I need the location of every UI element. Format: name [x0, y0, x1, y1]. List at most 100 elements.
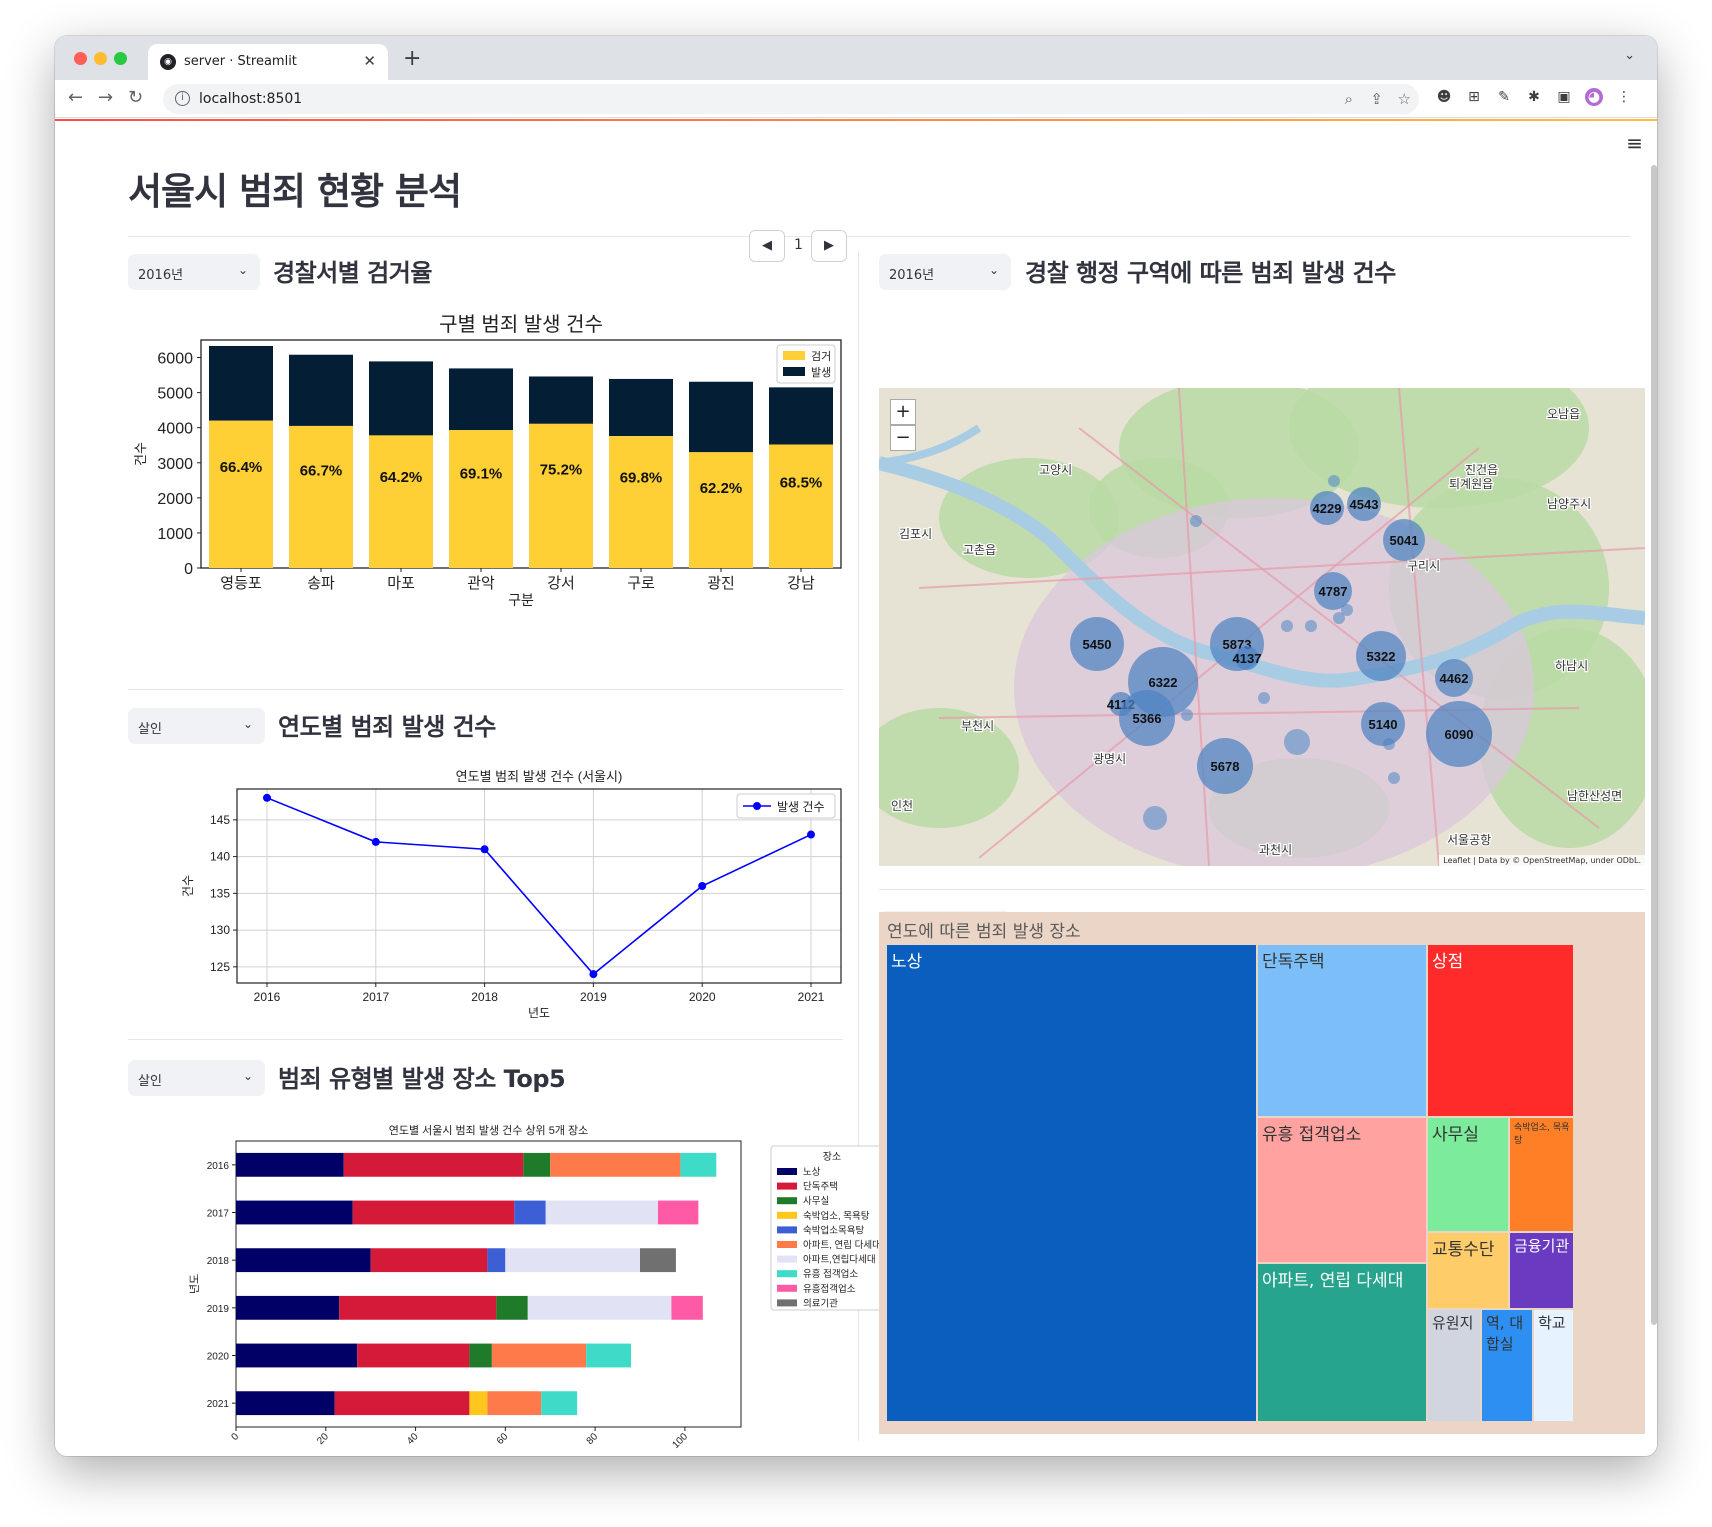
treemap-tile[interactable]: 유흥 접객업소 [1258, 1118, 1426, 1262]
x-tick-label: 60 [495, 1431, 511, 1447]
y-tick-label: 2018 [207, 1256, 230, 1267]
cluster-marker [1119, 690, 1175, 746]
more-menu-icon[interactable]: ⋮ [1617, 89, 1631, 105]
section-title-arrest-rate: 경찰서별 검거율 [273, 259, 432, 287]
treemap-tile[interactable]: 사무실 [1428, 1118, 1508, 1231]
close-tab-icon[interactable]: ✕ [363, 52, 376, 70]
plot-frame [235, 1140, 742, 1428]
x-tick-label: 광진 [707, 575, 735, 592]
close-window-button[interactable] [74, 52, 87, 65]
bookmark-star-icon[interactable]: ☆ [1397, 90, 1411, 108]
y-tick-label: 2019 [207, 1304, 230, 1315]
y-tick-label: 2021 [207, 1399, 230, 1410]
bar-segment [523, 1152, 551, 1177]
sidepanel-icon[interactable]: ▣ [1557, 89, 1571, 105]
park-area [1289, 388, 1589, 508]
browser-tab[interactable]: ◉ server · Streamlit ✕ [148, 44, 388, 80]
bar-segment [496, 1295, 528, 1320]
tab-bar: ◉ server · Streamlit ✕ + ⌄ [55, 36, 1657, 80]
x-tick-label: 강서 [547, 575, 575, 592]
crime-type-select-1[interactable]: 살인 ⌄ [128, 708, 265, 744]
x-tick-label: 2021 [798, 990, 825, 1004]
legend-label: 발생 건수 [777, 800, 825, 814]
park-area [879, 708, 1019, 828]
place-label: 고촌읍 [963, 543, 996, 557]
place-label: 퇴계원읍 [1449, 477, 1493, 491]
treemap-tile[interactable]: 금융기관 [1510, 1233, 1573, 1308]
crime-type-select-2-value: 살인 [138, 1074, 162, 1089]
back-icon[interactable]: ← [68, 87, 84, 108]
maximize-window-button[interactable] [114, 52, 127, 65]
bar-segment [487, 1248, 506, 1273]
legend-marker [753, 802, 761, 810]
chevron-down-icon[interactable]: ⌄ [1624, 48, 1635, 63]
info-icon[interactable]: i [175, 91, 190, 106]
cluster-count: 4543 [1350, 497, 1379, 512]
year-select-2[interactable]: 2016년 ⌄ [879, 254, 1011, 290]
minimize-window-button[interactable] [94, 52, 107, 65]
treemap-tile[interactable]: 유원지 [1428, 1310, 1480, 1421]
forward-icon[interactable]: → [98, 87, 114, 108]
treemap-tile-label: 노상 [891, 952, 923, 972]
hamburger-menu-icon[interactable]: ≡ [1626, 131, 1643, 155]
treemap-tile[interactable]: 아파트, 연립 다세대 [1258, 1264, 1426, 1421]
address-bar[interactable]: i localhost:8501 ⌕ ⇪ ☆ [163, 84, 1419, 114]
treemap-tile[interactable]: 단독주택 [1258, 945, 1426, 1116]
place-label: 하남시 [1555, 659, 1588, 673]
river-branch [879, 424, 982, 467]
crime-type-select-2[interactable]: 살인 ⌄ [128, 1060, 265, 1096]
eyedropper-icon[interactable]: ✎ [1498, 89, 1510, 105]
bar-segment [487, 1391, 542, 1416]
x-tick-label: 40 [405, 1431, 421, 1447]
treemap-tile[interactable]: 숙박업소, 목욕탕 [1510, 1118, 1573, 1231]
y-tick-label: 145 [210, 813, 230, 827]
stacked-bar-top5-places: 연도별 서울시 범죄 발생 건수 상위 5개 장소201620172018201… [188, 1124, 894, 1451]
treemap-tile-label: 단독주택 [1262, 952, 1325, 972]
zoom-icon[interactable]: ⌕ [1344, 90, 1353, 108]
legend-label: 아파트,연립다세대 [803, 1254, 876, 1266]
chevron-down-icon: ⌄ [242, 717, 253, 731]
page-title: 서울시 범죄 현황 분석 [128, 170, 462, 213]
treemap-tile-label: 학교 [1538, 1314, 1566, 1332]
next-page-button[interactable]: ▶ [811, 230, 847, 262]
zoom-out-button[interactable]: − [890, 425, 916, 451]
bar-rate-label: 66.4% [220, 459, 263, 476]
treemap-tile[interactable]: 노상 [887, 945, 1256, 1421]
url-text[interactable]: localhost:8501 [199, 91, 303, 107]
plot-frame [236, 788, 842, 984]
bar-segment [491, 1343, 587, 1368]
y-tick-label: 2017 [207, 1209, 230, 1220]
translate-icon[interactable]: ⊞ [1468, 89, 1480, 105]
x-axis-label: 년도 [528, 1006, 550, 1020]
reload-icon[interactable]: ↻ [128, 87, 144, 108]
treemap-tile[interactable]: 학교 [1534, 1310, 1573, 1421]
y-tick-label: 140 [210, 850, 230, 864]
year-select-1[interactable]: 2016년 ⌄ [128, 254, 260, 290]
share-icon[interactable]: ⇪ [1370, 90, 1383, 108]
x-tick-label: 마포 [387, 575, 415, 592]
puzzle-icon[interactable]: ✱ [1528, 89, 1540, 105]
page-scrollbar[interactable] [1651, 165, 1657, 1325]
new-tab-icon[interactable]: + [403, 46, 422, 71]
cluster-count: 5140 [1369, 717, 1398, 732]
treemap-tile-label: 금융기관 [1514, 1237, 1570, 1255]
bar-segment [550, 1152, 681, 1177]
bar-segment [236, 1295, 340, 1320]
treemap-tile[interactable]: 상점 [1428, 945, 1573, 1116]
legend-swatch [777, 1255, 797, 1263]
treemap-chart[interactable]: 연도에 따른 범죄 발생 장소 노상 단독주택 상점 유흥 접객업소 사무실 숙박업소, … [879, 912, 1645, 1434]
extension-icon[interactable]: ☻ [1436, 89, 1452, 105]
section-title-top5-places: 범죄 유형별 발생 장소 Top5 [278, 1065, 566, 1093]
leaflet-map[interactable]: 고양시 김포시 남양주시 구리시 하남시 부천시 광명시 인천 과천시 진건읍 퇴계원읍 오남읍 고촌읍… [879, 388, 1645, 866]
place-label: 고양시 [1039, 463, 1072, 477]
treemap-tile[interactable]: 교통수단 [1428, 1233, 1508, 1308]
y-tick-label: 2020 [207, 1352, 230, 1363]
x-tick-label: 2018 [471, 990, 498, 1004]
legend-swatch [777, 1284, 797, 1292]
profile-avatar-icon[interactable]: ◕ [1585, 88, 1603, 106]
treemap-tile[interactable]: 역, 대합실 [1482, 1310, 1532, 1421]
prev-page-button[interactable]: ◀ [749, 230, 785, 262]
map-attribution[interactable]: Leaflet | Data by © OpenStreetMap, under… [1439, 855, 1645, 866]
zoom-in-button[interactable]: + [890, 399, 916, 425]
